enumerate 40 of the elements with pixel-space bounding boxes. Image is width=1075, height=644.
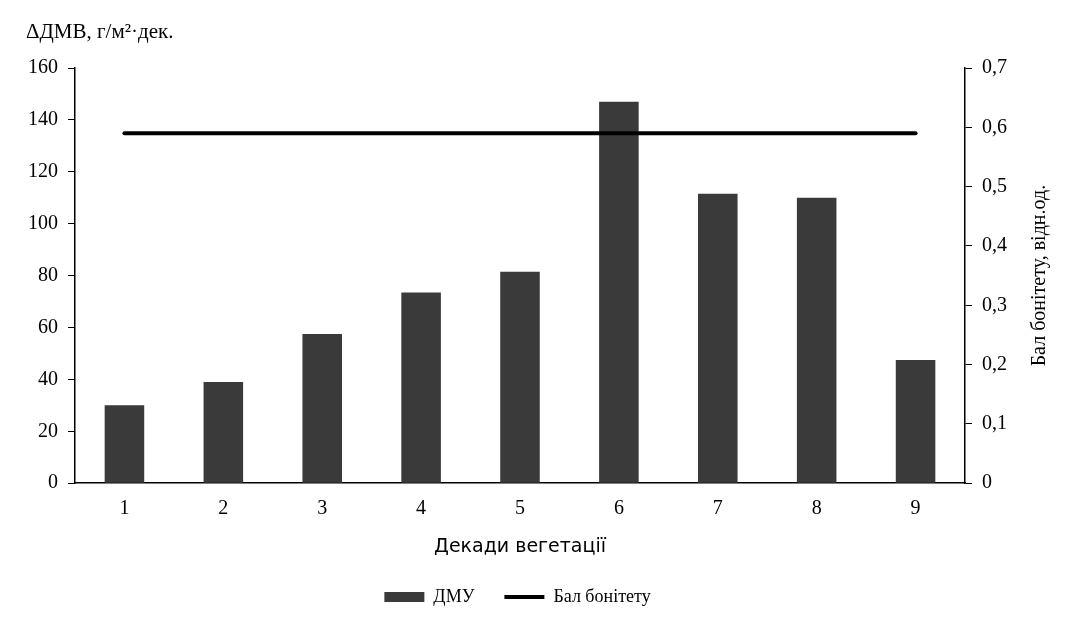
- y2-tick-label: 0,5: [982, 173, 1007, 196]
- y-tick-label: 0: [48, 470, 58, 493]
- y-tick-label: 80: [38, 262, 58, 285]
- bar: [599, 101, 639, 483]
- y2-tick-label: 0,7: [982, 55, 1007, 78]
- bar: [698, 193, 738, 483]
- bar: [203, 382, 244, 483]
- y2-tick-label: 0,4: [982, 233, 1007, 256]
- bar: [796, 197, 837, 483]
- y-tick-label: 120: [28, 159, 58, 182]
- bar: [401, 292, 441, 483]
- x-tick-label: 2: [218, 496, 229, 519]
- y2-tick-label: 0,3: [982, 292, 1007, 315]
- y-tick-label: 160: [28, 55, 58, 78]
- y-tick-label: 100: [28, 210, 58, 233]
- x-tick-label: 1: [119, 496, 130, 519]
- y-axis-title: ΔДМВ, г/м²·дек.: [26, 19, 174, 43]
- x-tick-label: 6: [613, 496, 624, 519]
- y-tick-label: 60: [38, 314, 58, 337]
- x-tick-label: 7: [712, 496, 723, 519]
- x-tick-label: 4: [416, 496, 427, 519]
- bar: [500, 271, 540, 483]
- y2-tick-label: 0,6: [982, 114, 1007, 137]
- y2-tick-label: 0: [982, 470, 992, 493]
- x-tick-label: 3: [317, 496, 328, 519]
- y-tick-label: 140: [28, 107, 58, 130]
- y2-tick-label: 0,1: [982, 411, 1007, 434]
- bar: [895, 359, 936, 483]
- legend-label: ДМУ: [433, 585, 475, 606]
- legend-label: Бал бонітету: [553, 585, 651, 606]
- y2-axis-title: Бал бонітету, відн.од.: [1027, 184, 1050, 367]
- bar: [302, 333, 342, 483]
- x-tick-label: 8: [811, 496, 822, 519]
- x-tick-label: 9: [910, 496, 921, 519]
- x-tick-label: 5: [515, 496, 525, 519]
- x-axis-title: Декади вегетації: [434, 533, 607, 556]
- y-tick-label: 40: [38, 366, 58, 389]
- bar: [104, 405, 145, 483]
- y2-tick-label: 0,2: [982, 351, 1007, 374]
- y-tick-label: 20: [38, 418, 58, 441]
